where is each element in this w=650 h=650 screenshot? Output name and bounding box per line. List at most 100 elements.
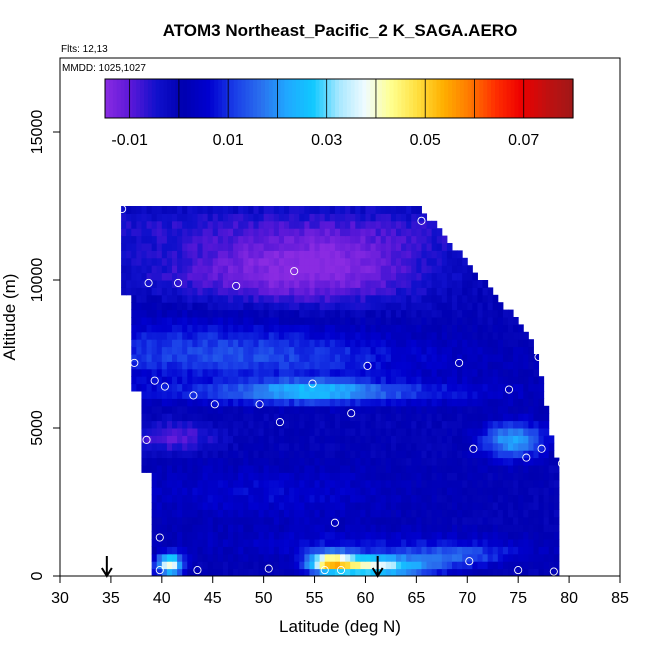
heatmap-cell (131, 243, 137, 251)
heatmap-cell (273, 531, 280, 540)
heatmap-cell (482, 391, 489, 399)
heatmap-cell (212, 391, 219, 399)
heatmap-cell (513, 435, 519, 444)
heatmap-cell (258, 487, 265, 496)
heatmap-cell (192, 450, 198, 459)
heatmap-cell (294, 413, 300, 422)
heatmap-cell (411, 317, 417, 325)
heatmap-cell (324, 546, 331, 555)
heatmap-cell (146, 257, 153, 266)
y-tick-label: 10000 (29, 258, 46, 303)
heatmap-cell (411, 494, 417, 503)
heatmap-cell (202, 457, 209, 466)
heatmap-cell (217, 509, 224, 518)
heatmap-cell (390, 257, 397, 266)
heatmap-cell (212, 479, 219, 488)
heatmap-cell (253, 287, 260, 296)
heatmap-cell (299, 516, 305, 525)
heatmap-cell (324, 272, 331, 281)
heatmap-cell (126, 235, 132, 244)
heatmap-cell (416, 287, 422, 296)
heatmap-cell (431, 302, 438, 311)
heatmap-cell (161, 354, 168, 362)
heatmap-cell (151, 405, 158, 414)
heatmap-cell (390, 309, 397, 318)
heatmap-cell (182, 354, 188, 362)
heatmap-cell (426, 487, 433, 496)
heatmap-cell (319, 398, 326, 407)
heatmap-cell (426, 398, 433, 407)
heatmap-cell (166, 420, 173, 429)
heatmap-cell (457, 257, 463, 266)
heatmap-cell (350, 391, 356, 399)
heatmap-cell (141, 243, 148, 251)
heatmap-cell (324, 524, 331, 533)
heatmap-cell (360, 361, 366, 370)
heatmap-cell (350, 324, 356, 333)
heatmap-cell (151, 531, 158, 540)
heatmap-cell (222, 457, 229, 466)
heatmap-cell (253, 472, 260, 481)
colorbar-swatch (171, 79, 176, 118)
heatmap-cell (518, 494, 524, 503)
colorbar-swatch (163, 79, 168, 118)
heatmap-cell (314, 405, 321, 414)
heatmap-cell (263, 494, 270, 503)
heatmap-cell (217, 531, 224, 540)
heatmap-cell (467, 354, 473, 362)
heatmap-cell (421, 383, 428, 392)
heatmap-cell (263, 420, 270, 429)
heatmap-cell (345, 531, 351, 540)
heatmap-cell (345, 465, 351, 473)
heatmap-cell (228, 457, 234, 466)
heatmap-cell (197, 294, 204, 303)
heatmap-cell (238, 317, 244, 325)
heatmap-cell (340, 398, 346, 407)
heatmap-cell (553, 457, 560, 466)
heatmap-cell (396, 287, 402, 296)
heatmap-cell (197, 250, 204, 259)
heatmap-cell (197, 435, 204, 444)
heatmap-cell (472, 568, 478, 577)
heatmap-cell (324, 257, 331, 266)
heatmap-cell (304, 206, 310, 214)
heatmap-cell (309, 465, 316, 473)
heatmap-cell (166, 465, 173, 473)
heatmap-cell (406, 465, 412, 473)
heatmap-cell (304, 539, 310, 547)
heatmap-cell (222, 206, 229, 214)
heatmap-cell (299, 206, 305, 214)
heatmap-cell (452, 413, 458, 422)
heatmap-cell (294, 494, 300, 503)
heatmap-cell (172, 553, 178, 562)
heatmap-cell (299, 487, 305, 496)
heatmap-cell (187, 272, 193, 281)
heatmap-cell (172, 220, 178, 229)
heatmap-cell (411, 339, 417, 348)
colorbar: -0.01 0.01 0.03 0.05 0.07 (104, 78, 574, 149)
heatmap-cell (416, 539, 422, 547)
heatmap-cell (207, 539, 214, 547)
heatmap-cell (319, 317, 326, 325)
heatmap-cell (319, 391, 326, 399)
heatmap-cell (233, 502, 239, 510)
heatmap-cell (228, 257, 234, 266)
heatmap-cell (345, 228, 351, 237)
heatmap-cell (497, 465, 504, 473)
heatmap-cell (334, 428, 341, 436)
heatmap-cell (487, 494, 494, 503)
heatmap-cell (319, 420, 326, 429)
heatmap-cell (345, 280, 351, 288)
heatmap-cell (350, 465, 356, 473)
heatmap-cell (482, 487, 489, 496)
heatmap-cell (350, 457, 356, 466)
heatmap-cell (294, 368, 300, 377)
heatmap-cell (350, 213, 356, 222)
heatmap-cell (385, 250, 392, 259)
colorbar-swatch (257, 79, 262, 118)
heatmap-cell (212, 546, 219, 555)
heatmap-cell (457, 405, 463, 414)
heatmap-cell (472, 487, 478, 496)
heatmap-cell (401, 272, 407, 281)
heatmap-cell (172, 339, 178, 348)
